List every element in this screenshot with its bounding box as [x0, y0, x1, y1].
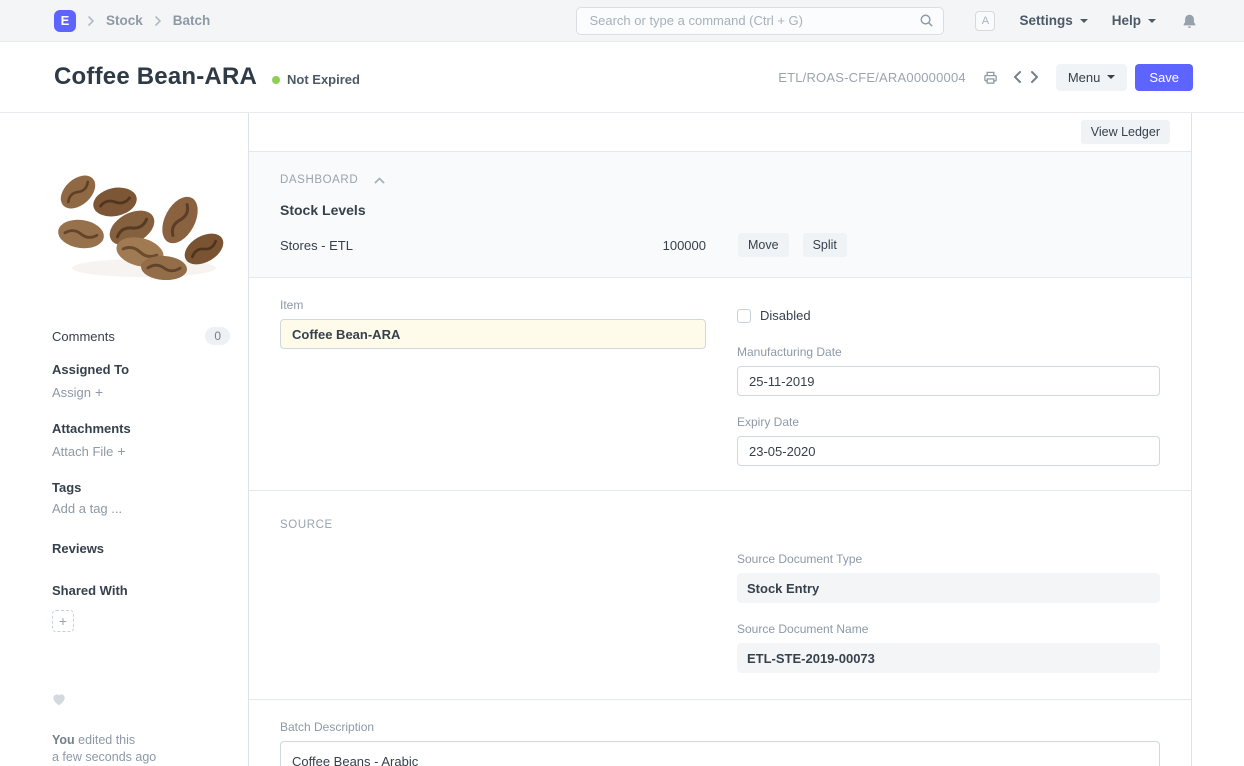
- split-button[interactable]: Split: [802, 233, 847, 257]
- attach-file-label: Attach File: [52, 444, 114, 459]
- expiry-date-input[interactable]: [737, 436, 1160, 466]
- item-input[interactable]: [280, 319, 706, 349]
- reviews-heading: Reviews: [52, 541, 105, 556]
- add-tag-input[interactable]: Add a tag ...: [52, 501, 123, 516]
- user-avatar[interactable]: A: [975, 10, 996, 31]
- dashboard-section-label: DASHBOARD: [280, 174, 359, 186]
- assign-button[interactable]: Assign +: [52, 384, 232, 401]
- plus-icon: +: [117, 443, 126, 459]
- status-indicator: Not Expired: [272, 72, 360, 87]
- caret-down-icon: [1107, 75, 1116, 79]
- page-actions: ETL/ROAS-CFE/ARA00000004 Menu Save: [778, 63, 1193, 91]
- help-menu[interactable]: Help: [1112, 13, 1156, 28]
- chevron-right-icon: [87, 15, 95, 27]
- collapse-section-icon[interactable]: [374, 177, 385, 184]
- stock-quantity: 100000: [662, 237, 706, 253]
- warehouse-name: Stores - ETL: [280, 237, 353, 253]
- page-title: Coffee Bean-ARA: [54, 63, 258, 90]
- settings-menu[interactable]: Settings: [1019, 13, 1088, 28]
- breadcrumb-batch[interactable]: Batch: [172, 13, 211, 28]
- page-head: Coffee Bean-ARA Not Expired ETL/ROAS-CFE…: [0, 42, 1244, 113]
- source-section: SOURCE Source Document Type Stock Entry …: [249, 490, 1191, 700]
- manufacturing-date-input[interactable]: [737, 366, 1160, 396]
- previous-document-icon[interactable]: [1013, 70, 1022, 84]
- details-section: Item Disabled Manufacturing Date Expiry …: [249, 278, 1191, 490]
- navbar: E Stock Batch A Settings Help: [0, 0, 1244, 42]
- source-document-type-label: Source Document Type: [737, 552, 863, 566]
- shared-with-heading: Shared With: [52, 583, 128, 598]
- dashboard-section: DASHBOARD Stock Levels Stores - ETL 1000…: [249, 152, 1191, 278]
- stock-levels-heading: Stock Levels: [280, 202, 366, 218]
- comments-link[interactable]: Comments: [52, 328, 115, 344]
- form-toolbar: View Ledger: [249, 113, 1191, 152]
- app-logo[interactable]: E: [54, 9, 76, 32]
- main-area: Comments 0 Assigned To Assign + Attachmen…: [0, 113, 1244, 766]
- disabled-label: Disabled: [760, 308, 811, 323]
- search-input[interactable]: [576, 6, 945, 35]
- move-button[interactable]: Move: [738, 233, 789, 257]
- tags-heading: Tags: [52, 480, 82, 495]
- form-sidebar: Comments 0 Assigned To Assign + Attachmen…: [0, 113, 248, 766]
- next-document-icon[interactable]: [1030, 70, 1039, 84]
- breadcrumb-stock[interactable]: Stock: [106, 13, 143, 28]
- like-heart-icon[interactable]: [52, 693, 68, 709]
- edited-action: edited this: [78, 733, 136, 747]
- batch-description-label: Batch Description: [280, 720, 375, 734]
- form-content: View Ledger DASHBOARD Stock Levels Store…: [248, 113, 1192, 766]
- edited-by: You: [52, 733, 75, 747]
- print-icon[interactable]: [983, 70, 998, 85]
- green-dot-icon: [272, 75, 281, 84]
- source-document-name-label: Source Document Name: [737, 622, 869, 636]
- source-section-label: SOURCE: [280, 519, 333, 531]
- source-document-type-value: Stock Entry: [737, 573, 1160, 603]
- document-name: ETL/ROAS-CFE/ARA00000004: [778, 69, 966, 85]
- settings-label: Settings: [1019, 13, 1073, 28]
- source-document-name-value: ETL-STE-2019-00073: [737, 643, 1160, 673]
- attach-file-button[interactable]: Attach File +: [52, 443, 232, 460]
- menu-label: Menu: [1067, 69, 1101, 85]
- expiry-date-label: Expiry Date: [737, 415, 800, 429]
- caret-down-icon: [1148, 18, 1156, 23]
- edited-when: a few seconds ago: [52, 750, 157, 764]
- save-button[interactable]: Save: [1135, 63, 1193, 91]
- attachments-heading: Attachments: [52, 421, 131, 436]
- description-section: Batch Description: [249, 700, 1191, 766]
- plus-icon: +: [95, 384, 104, 400]
- item-label: Item: [280, 298, 304, 312]
- caret-down-icon: [1079, 18, 1088, 23]
- assign-label: Assign: [52, 385, 92, 400]
- coffee-beans-image: [58, 175, 224, 280]
- status-text: Not Expired: [287, 72, 360, 87]
- chevron-right-icon: [154, 15, 162, 27]
- last-edited-note: You edited this a few seconds ago: [52, 732, 232, 766]
- stock-level-row: Stores - ETL 100000 Move Split: [280, 233, 1160, 257]
- batch-description-input[interactable]: [280, 741, 1160, 766]
- notifications-bell-icon[interactable]: [1182, 13, 1197, 29]
- search-icon: [919, 13, 934, 33]
- disabled-checkbox[interactable]: [737, 308, 751, 323]
- view-ledger-button[interactable]: View Ledger: [1080, 120, 1170, 144]
- add-share-button[interactable]: +: [52, 610, 74, 632]
- comments-count-badge: 0: [205, 327, 230, 345]
- comments-row: Comments 0: [52, 327, 232, 345]
- global-search: [576, 6, 945, 35]
- manufacturing-date-label: Manufacturing Date: [737, 345, 842, 359]
- assigned-to-heading: Assigned To: [52, 362, 130, 377]
- help-label: Help: [1111, 13, 1141, 28]
- menu-button[interactable]: Menu: [1055, 63, 1128, 91]
